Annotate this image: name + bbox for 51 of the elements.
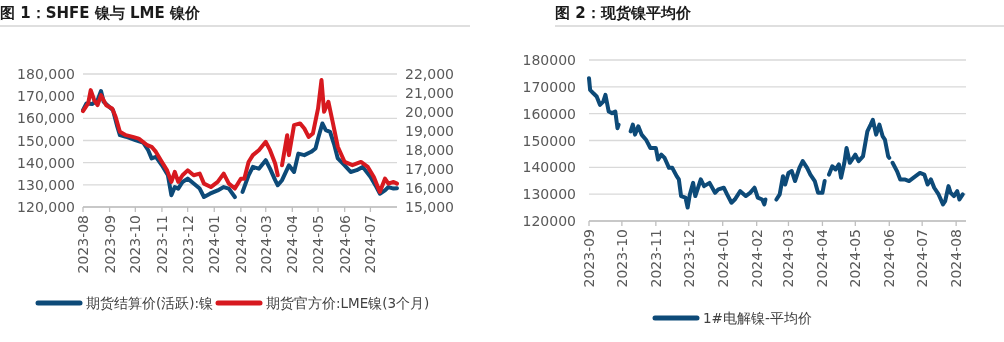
x-tick-label: 2024-07 [362, 215, 379, 274]
x-tick-label: 2024-05 [847, 229, 864, 288]
x-tick-label: 2024-01 [714, 229, 731, 288]
y2-tick-label: 22,000 [405, 66, 454, 82]
x-tick-label: 2024-06 [881, 228, 898, 288]
y2-tick-label: 16,000 [405, 180, 454, 196]
x-tick-label: 2023-09 [581, 229, 597, 288]
x-tick-label: 2023-11 [647, 229, 664, 288]
y2-tick-label: 15,000 [405, 199, 454, 215]
x-tick-label: 2023-12 [680, 229, 697, 288]
legend-label: 期货结算价(活跃):镍 [86, 295, 214, 311]
y2-tick-label: 18,000 [405, 142, 454, 158]
y2-tick-label: 21,000 [405, 85, 454, 101]
y-tick-label: 150000 [522, 132, 576, 149]
x-tick-label: 2024-07 [914, 229, 931, 288]
x-tick-label: 2024-02 [748, 229, 765, 288]
y-tick-label: 170,000 [17, 88, 75, 105]
x-tick-label: 2024-08 [948, 229, 965, 288]
x-tick-label: 2024-03 [257, 215, 274, 274]
x-tick-label: 2024-03 [780, 229, 797, 288]
chart-title: 图 1：SHFE 镍与 LME 镍价 [0, 4, 201, 22]
x-tick-label: 2024-06 [336, 214, 353, 274]
y2-tick-label: 20,000 [405, 104, 454, 120]
chart-title: 图 2：现货镍平均价 [555, 4, 692, 22]
x-tick-label: 2024-04 [284, 214, 301, 274]
y-tick-label: 150,000 [17, 132, 75, 149]
x-tick-label: 2024-02 [232, 215, 249, 274]
y-tick-label: 180000 [522, 52, 576, 68]
x-tick-label: 2023-11 [153, 215, 170, 274]
legend-label: 1#电解镍-平均价 [703, 310, 812, 326]
y-tick-label: 130000 [522, 186, 576, 203]
x-tick-label: 2023-09 [101, 215, 118, 274]
y-tick-label: 140000 [522, 159, 576, 176]
x-tick-label: 2023-10 [613, 229, 630, 288]
y-tick-label: 160,000 [17, 110, 75, 127]
y-tick-label: 120000 [522, 213, 576, 229]
x-tick-label: 2024-05 [310, 215, 327, 274]
x-tick-label: 2023-12 [179, 215, 196, 274]
y-tick-label: 180,000 [17, 66, 75, 82]
y-tick-label: 160000 [522, 105, 576, 122]
y2-tick-label: 17,000 [405, 161, 454, 177]
y-tick-label: 130,000 [17, 176, 75, 193]
y2-tick-label: 19,000 [405, 123, 454, 139]
y-tick-label: 170000 [522, 78, 576, 95]
x-tick-label: 2024-04 [814, 228, 831, 288]
x-tick-label: 2023-08 [75, 215, 91, 274]
legend-label: 期货官方价:LME镍(3个月) [266, 295, 430, 311]
x-tick-label: 2024-01 [206, 215, 223, 274]
y-tick-label: 140,000 [17, 154, 75, 171]
x-tick-label: 2023-10 [127, 215, 144, 274]
y-tick-label: 120,000 [17, 199, 75, 215]
